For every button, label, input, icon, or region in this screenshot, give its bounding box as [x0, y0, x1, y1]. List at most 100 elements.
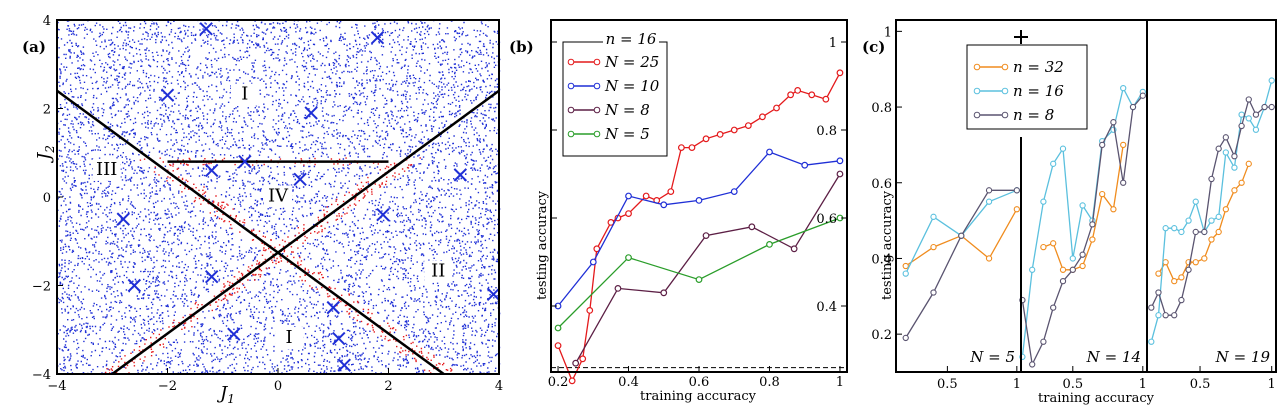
b-legend-marker-left-0	[567, 58, 575, 66]
subpanel-0: N = 5	[902, 187, 1020, 366]
subpanel-1-series-2-point-8	[1099, 141, 1106, 149]
cross-stroke-b	[204, 163, 219, 178]
subpanel-2-series-1-point-8	[1208, 217, 1215, 224]
region-label-1: II	[431, 261, 445, 282]
subpanel-1-series-2-point-1	[1029, 361, 1036, 368]
cross-stroke-b	[293, 172, 307, 187]
b-y-tick-label-0: 0.4	[816, 300, 837, 315]
series-0-point-7	[625, 210, 632, 218]
series-1-point-8	[836, 157, 844, 165]
subpanel-1-series-1-point-10	[1120, 84, 1127, 92]
series-3-point-1	[625, 254, 632, 262]
subpanel-1-series-2-point-4	[1059, 278, 1067, 285]
c-legend-marker-left-0	[973, 63, 981, 71]
c-y-tick-label-4: 1	[884, 25, 892, 40]
subpanel-2-line-1	[1150, 80, 1273, 342]
y-tick-label-1: −2	[32, 280, 51, 295]
subpanel-2-series-1-point-5	[1185, 217, 1192, 224]
c-legend-marker-right-0	[1001, 63, 1009, 71]
b-x-tick-label-0: 0.2	[548, 375, 569, 390]
series-0-point-0	[554, 342, 562, 350]
series-3-point-2	[695, 276, 703, 284]
subpanel-2-series-2-point-16	[1268, 103, 1275, 111]
subpanel-2-series-1-point-3	[1171, 225, 1178, 232]
panel-c-legend: n = 32 n = 16 n = 8	[966, 44, 1088, 130]
series-0-point-19	[787, 91, 795, 99]
series-2-point-2	[660, 289, 668, 297]
series-1	[554, 148, 844, 310]
region-label-bg-4	[275, 327, 304, 350]
cross-marker-12	[486, 287, 501, 302]
b-legend-marker-left-1	[567, 82, 575, 90]
cross-stroke-b	[204, 269, 219, 284]
cross-marker-3	[304, 106, 318, 120]
subpanel-0-line-2	[905, 189, 1017, 339]
subpanel-2-series-2-point-2	[1162, 312, 1169, 319]
subpanel-2-series-2-point-4	[1178, 296, 1185, 304]
panel-b-label: (b)	[509, 38, 534, 56]
series-0	[554, 69, 844, 385]
subpanel-1-series-0-point-0	[1040, 243, 1047, 251]
y-tick-label-0: −4	[32, 368, 51, 383]
subpanel-2-series-0-point-1	[1162, 259, 1169, 266]
c-y-tick-label-2: 0.6	[871, 177, 892, 192]
series-1-point-3	[660, 201, 668, 209]
c-legend-label-0: n = 32	[1013, 58, 1064, 76]
subpanel-1-series-2-point-12	[1139, 92, 1146, 99]
series-0-point-23	[836, 69, 844, 77]
subpanel-2-series-2-point-14	[1252, 111, 1260, 118]
cross-marker-13	[326, 300, 340, 315]
subpanel-2-series-1-point-9	[1215, 213, 1222, 220]
series-3-point-3	[766, 240, 773, 248]
cross-marker-15	[332, 331, 346, 346]
series-1-point-6	[766, 148, 773, 156]
subpanel-1-series-0-point-6	[1099, 190, 1106, 198]
series-2-point-5	[790, 245, 798, 253]
series-0-point-17	[759, 113, 766, 121]
subpanel-label-2: N = 19	[1215, 348, 1271, 366]
panel-a-ylabel-sub: 2	[43, 145, 57, 154]
panel-c-label: (c)	[862, 38, 885, 56]
cross-marker-1	[370, 30, 385, 45]
c-x-tick-label-0-1: 1	[1013, 377, 1021, 392]
subpanel-0-series-0-point-3	[985, 255, 993, 262]
region-label-4: I	[285, 327, 292, 348]
b-legend-label-1: N = 10	[604, 77, 660, 95]
panel-c-xlabel: training accuracy	[1038, 391, 1155, 406]
series-0-point-15	[730, 126, 738, 134]
subpanel-2: N = 19	[1148, 77, 1275, 366]
subpanel-1-series-0-point-5	[1089, 236, 1096, 243]
cross-stroke-b	[337, 358, 352, 372]
subpanel-2-series-0-point-11	[1238, 179, 1245, 186]
c-legend-marker-left-2	[973, 111, 981, 119]
cross-stroke-b	[304, 106, 318, 120]
panel-b-ylabel: testing accuracy	[535, 190, 550, 300]
cross-stroke-b	[199, 22, 213, 36]
phase-boundary-1	[111, 89, 500, 376]
cross-marker-5	[293, 172, 307, 187]
subpanel-1-line-2	[1021, 95, 1144, 367]
subpanel-2-series-2-point-13	[1245, 96, 1252, 103]
b-legend-box	[562, 41, 668, 157]
series-0-point-16	[744, 122, 752, 129]
series-0-point-20	[794, 86, 802, 94]
subpanel-1-series-1-point-3	[1050, 160, 1057, 167]
series-0-point-22	[822, 95, 830, 103]
b-legend-label-2: N = 8	[604, 101, 650, 119]
panel-c-frame	[895, 19, 1277, 373]
panel-c-plot: N = 5 N = 14 N = 19	[902, 77, 1275, 368]
panel-c-ylabel: testing accuracy	[880, 190, 895, 300]
subpanel-1-series-0-point-4	[1079, 262, 1086, 270]
subpanel-2-series-0-point-10	[1231, 187, 1238, 194]
subpanel-label-1: N = 14	[1086, 348, 1141, 366]
series-3	[554, 214, 844, 332]
c-legend-marker-left-1	[973, 87, 981, 95]
series-2	[572, 170, 844, 367]
subpanel-2-series-1-point-16	[1268, 77, 1275, 84]
b-legend-title: n = 16	[606, 30, 657, 48]
subpanel-2-series-1-point-11	[1231, 164, 1238, 171]
region-label-0: I	[241, 84, 248, 105]
c-legend-marker-right-1	[1001, 87, 1009, 95]
